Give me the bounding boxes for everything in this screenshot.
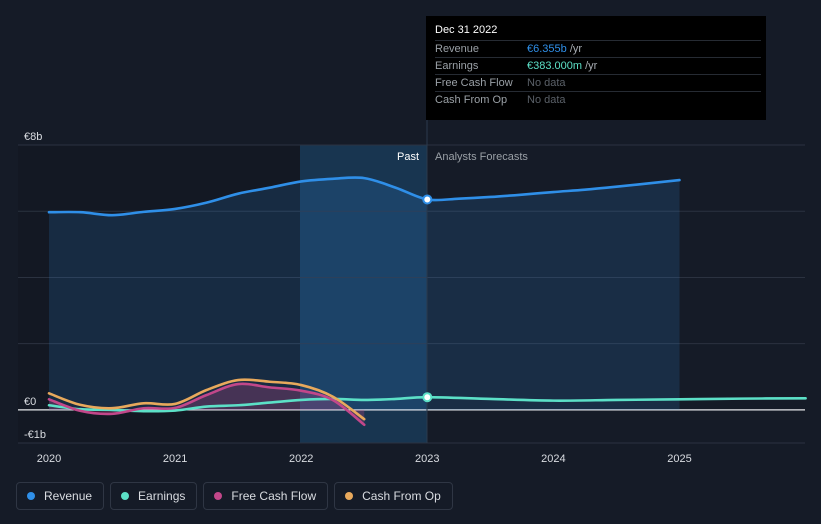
forecast-label: Analysts Forecasts [435,151,528,163]
tooltip-label: Free Cash Flow [435,77,513,89]
x-tick-label: 2023 [415,453,439,465]
legend-label: Cash From Op [362,489,441,503]
line-cash-from-op [47,378,366,421]
tooltip-number: €383.000m [527,60,583,72]
legend: Revenue Earnings Free Cash Flow Cash Fro… [16,482,453,510]
y-tick-label: -€1b [24,429,46,441]
past-shade [300,145,427,443]
highlight-markers [422,194,433,403]
tooltip-value: €6.355b /yr [527,43,582,55]
tooltip-label: Cash From Op [435,94,508,106]
legend-dot-icon [214,492,223,500]
tooltip-date: Dec 31 2022 [435,24,498,36]
marker-revenue [422,194,433,205]
series-lines [47,176,807,427]
tooltip-value: No data [527,94,566,106]
dark-band [18,145,300,443]
marker-earnings [422,392,433,403]
tooltip-number: No data [527,77,566,89]
legend-item-free-cash-flow[interactable]: Free Cash Flow [203,482,329,510]
x-tick-label: 2024 [541,453,565,465]
gridlines [18,144,805,444]
legend-item-cash-from-op[interactable]: Cash From Op [334,482,453,510]
x-tick-label: 2021 [163,453,187,465]
area-revenue [49,177,680,410]
tooltip-label: Revenue [435,43,480,55]
y-tick-label: €0 [24,396,36,408]
legend-label: Revenue [44,489,93,503]
tooltip-row-earnings: Earnings €383.000m /yr [435,57,761,75]
legend-dot-icon [345,492,354,500]
tooltip-number: €6.355b [527,43,567,55]
tooltip-row-free-cash-flow: Free Cash Flow No data [435,74,761,92]
tooltip-number: No data [527,94,566,106]
y-tick-label: €8b [24,131,42,143]
line-revenue [47,176,681,217]
tooltip-row-cash-from-op: Cash From Op No data [435,91,761,109]
chart: €8b €0 -€1b 2020 2021 2022 2023 2024 2025 Past A… [18,16,807,465]
line-free-cash-flow [47,382,366,427]
legend-dot-icon [121,492,130,500]
legend-label: Free Cash Flow [231,489,317,503]
tooltip-value: No data [527,77,566,89]
area-free-cash-flow [49,383,365,425]
tooltip-unit: /yr [582,60,598,72]
tooltip-unit: /yr [566,43,583,55]
tooltip-value: €383.000m /yr [527,60,597,72]
x-tick-label: 2022 [289,453,313,465]
legend-item-earnings[interactable]: Earnings [110,482,198,510]
legend-label: Earnings [138,489,186,503]
legend-item-revenue[interactable]: Revenue [16,482,105,510]
axis-ticks: €8b €0 -€1b 2020 2021 2022 2023 2024 2025 [24,131,692,465]
tooltip-row-revenue: Revenue €6.355b /yr [435,40,761,58]
past-label: Past [397,151,419,163]
x-tick-label: 2020 [37,453,61,465]
tooltip-label: Earnings [435,60,479,72]
legend-dot-icon [27,492,35,500]
x-tick-label: 2025 [667,453,691,465]
tooltip: Dec 31 2022 Revenue €6.355b /yr Earnings… [426,16,766,120]
series-areas [49,177,680,425]
